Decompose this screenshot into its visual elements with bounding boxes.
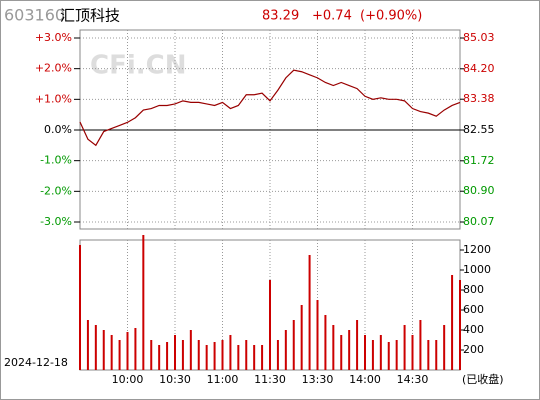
volume-bar xyxy=(459,280,461,370)
volume-bar xyxy=(427,340,430,370)
volume-bar xyxy=(102,330,105,370)
y-tick-label: 600 xyxy=(463,303,484,316)
status-label: (已收盘) xyxy=(462,372,504,386)
y-tick-label: 800 xyxy=(463,283,484,296)
y-tick-label: +2.0% xyxy=(35,62,72,75)
volume-bar xyxy=(142,235,145,370)
y-tick-label: 0.0% xyxy=(44,123,72,136)
volume-bar xyxy=(86,320,89,370)
volume-bar xyxy=(205,345,208,370)
volume-bar xyxy=(237,345,240,370)
volume-bar xyxy=(213,342,216,370)
volume-bar xyxy=(387,342,390,370)
volume-bar xyxy=(181,340,184,370)
volume-bar xyxy=(300,305,303,370)
volume-bar xyxy=(261,345,264,370)
volume-bar xyxy=(316,300,319,370)
volume-bar xyxy=(451,275,454,370)
y-tick-label: +1.0% xyxy=(35,92,72,105)
volume-bar xyxy=(411,335,414,370)
volume-bar xyxy=(126,332,129,370)
volume-bar xyxy=(253,345,256,370)
volume-bar xyxy=(395,340,398,370)
y-tick-label: -1.0% xyxy=(40,154,72,167)
volume-bar xyxy=(284,330,287,370)
y-tick-label: 200 xyxy=(463,343,484,356)
volume-bar xyxy=(110,335,113,370)
volume-bar xyxy=(118,340,121,370)
volume-bar xyxy=(150,340,153,370)
date-label: 2024-12-18 xyxy=(4,356,68,369)
volume-bar xyxy=(340,335,343,370)
volume-bar xyxy=(419,320,422,370)
change-percent: (+0.90%) xyxy=(360,9,422,24)
volume-bar xyxy=(292,320,295,370)
volume-bar xyxy=(166,342,169,370)
stock-code: 603160 xyxy=(4,6,65,25)
x-tick-label: 10:30 xyxy=(159,373,191,386)
y-tick-label: 1000 xyxy=(463,263,491,276)
volume-bar xyxy=(443,325,446,370)
volume-bar xyxy=(379,335,382,370)
volume-bar xyxy=(308,255,311,370)
volume-bar xyxy=(79,245,81,370)
volume-bar xyxy=(229,335,232,370)
volume-bar xyxy=(324,315,327,370)
volume-bar xyxy=(94,325,97,370)
y-tick-label: 1200 xyxy=(463,243,491,256)
x-tick-label: 10:00 xyxy=(112,373,144,386)
volume-bar xyxy=(197,340,200,370)
x-tick-label: 11:30 xyxy=(254,373,286,386)
volume-bar xyxy=(189,330,192,370)
y-tick-label: -3.0% xyxy=(40,215,72,228)
volume-bar xyxy=(174,335,176,370)
y-tick-label: 400 xyxy=(463,323,484,336)
last-price: 83.29 xyxy=(262,9,299,24)
volume-bar xyxy=(403,325,406,370)
volume-bar xyxy=(364,335,366,370)
x-tick-label: 13:30 xyxy=(302,373,334,386)
x-tick-label: 14:30 xyxy=(397,373,429,386)
volume-bar xyxy=(221,340,224,370)
volume-bar xyxy=(356,320,359,370)
y-tick-label: -2.0% xyxy=(40,184,72,197)
y2-tick-label: 84.20 xyxy=(463,62,495,75)
y2-tick-label: 81.72 xyxy=(463,154,495,167)
y2-tick-label: 85.03 xyxy=(463,31,495,44)
volume-bar xyxy=(332,325,335,370)
volume-bar xyxy=(348,330,351,370)
volume-bar xyxy=(276,340,279,370)
volume-bar xyxy=(134,328,137,370)
volume-bar xyxy=(158,345,161,370)
y-tick-label: +3.0% xyxy=(35,31,72,44)
price-change: +0.74 xyxy=(312,9,352,24)
volume-bar xyxy=(269,280,271,370)
stock-name: 汇顶科技 xyxy=(60,7,120,25)
volume-bar xyxy=(371,340,374,370)
y2-tick-label: 82.55 xyxy=(463,123,495,136)
y2-tick-label: 80.07 xyxy=(463,215,495,228)
volume-bar xyxy=(245,340,248,370)
x-tick-label: 11:00 xyxy=(207,373,239,386)
y2-tick-label: 83.38 xyxy=(463,92,495,105)
watermark: CFi.CN xyxy=(90,51,186,81)
y2-tick-label: 80.90 xyxy=(463,184,495,197)
x-tick-label: 14:00 xyxy=(349,373,381,386)
price-line xyxy=(79,69,461,147)
volume-bar xyxy=(435,340,438,370)
